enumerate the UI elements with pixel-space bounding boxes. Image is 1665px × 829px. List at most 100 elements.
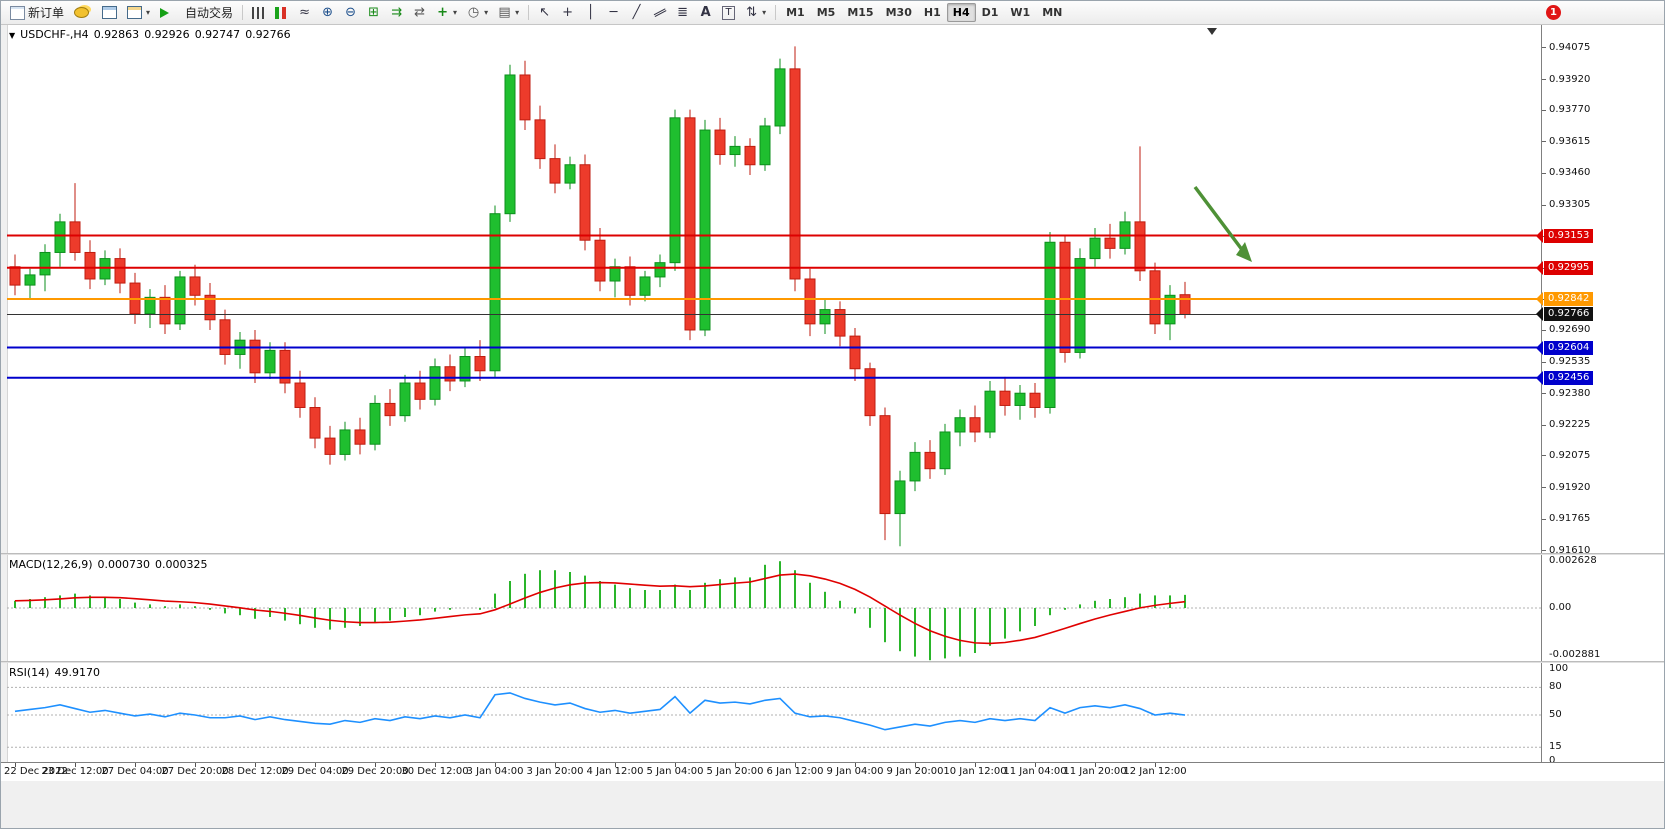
candle-body bbox=[864, 368, 876, 417]
ohlc-low: 0.92747 bbox=[194, 28, 241, 41]
crosshair-icon: + bbox=[562, 4, 574, 20]
candlestick-series bbox=[9, 46, 1191, 547]
bar-chart-button[interactable] bbox=[247, 2, 270, 24]
candle-body bbox=[519, 74, 531, 121]
time-tick-mark bbox=[315, 763, 316, 767]
timeframe-mn-button[interactable]: MN bbox=[1042, 6, 1063, 19]
price-tick-mark bbox=[1542, 204, 1546, 206]
dropdown-caret-icon: ▾ bbox=[484, 8, 489, 17]
horizontal-level-lines bbox=[7, 234, 1541, 379]
arrows-button[interactable]: ⇅ ▾ bbox=[740, 2, 771, 24]
scroll-end-marker-icon[interactable] bbox=[1207, 28, 1217, 35]
fibonacci-button[interactable]: ≣ bbox=[671, 2, 694, 24]
periods-button[interactable]: ◷ ▾ bbox=[462, 2, 493, 24]
vertical-line-button[interactable]: │ bbox=[579, 2, 602, 24]
price-tick-label: 0.91610 bbox=[1549, 544, 1591, 556]
price-tick-mark bbox=[1542, 487, 1546, 489]
auto-trading-button[interactable]: 自动交易 bbox=[155, 2, 238, 24]
collapse-triangle-icon[interactable]: ▼ bbox=[9, 31, 16, 40]
templates-button[interactable]: ▤ ▾ bbox=[493, 2, 524, 24]
grid-icon: ⊞ bbox=[368, 4, 379, 20]
indicators-button[interactable]: + ▾ bbox=[431, 2, 462, 24]
price-tick-label: 0.93920 bbox=[1549, 73, 1591, 85]
candle-body bbox=[279, 349, 291, 384]
candle-body bbox=[939, 431, 951, 470]
toolbar-separator bbox=[242, 5, 244, 20]
candle-body bbox=[474, 356, 486, 372]
macd-axis-label: 0.00 bbox=[1549, 602, 1572, 613]
pane-separator-rsi[interactable] bbox=[1, 661, 1664, 663]
doc-icon bbox=[10, 5, 25, 20]
candle-body bbox=[294, 382, 306, 408]
rsi-pane-canvas[interactable] bbox=[1, 663, 1665, 762]
market-watch-button[interactable] bbox=[97, 2, 122, 24]
status-strip bbox=[1, 780, 1664, 828]
deposit-button[interactable] bbox=[69, 2, 97, 24]
candle-body bbox=[1179, 294, 1191, 315]
candle-body bbox=[834, 309, 846, 337]
cursor-button[interactable]: ↖ bbox=[533, 2, 556, 24]
channel-button[interactable]: ∥ bbox=[648, 2, 671, 24]
price-axis[interactable]: 0.94075 0.93920 0.93770 0.93615 0.93460 0.933… bbox=[1536, 25, 1664, 780]
trendline-button[interactable]: ╱ bbox=[625, 2, 648, 24]
channel-icon: ∥ bbox=[651, 5, 669, 19]
text-button[interactable]: A bbox=[694, 2, 717, 24]
price-tick-label: 0.91765 bbox=[1549, 513, 1591, 525]
timeframe-m15-button[interactable]: M15 bbox=[847, 6, 874, 19]
notification-badge[interactable]: 1 bbox=[1546, 5, 1561, 20]
tile-windows-button[interactable]: ⊞ bbox=[362, 2, 385, 24]
candles-icon bbox=[275, 6, 289, 19]
main-chart-canvas[interactable] bbox=[1, 25, 1665, 553]
candle-body bbox=[624, 266, 636, 296]
main-chart-header: ▼ USDCHF-,H4 0.92863 0.92926 0.92747 0.92766 bbox=[9, 28, 296, 41]
candle-body bbox=[1044, 241, 1056, 408]
auto-scroll-button[interactable]: ⇉ bbox=[385, 2, 408, 24]
crosshair-button[interactable]: + bbox=[556, 2, 579, 24]
label-button[interactable]: T bbox=[717, 2, 740, 24]
price-tick-label: 0.94075 bbox=[1549, 41, 1591, 53]
toolbar-separator bbox=[775, 5, 777, 20]
zoom-in-button[interactable]: ⊕ bbox=[316, 2, 339, 24]
candle-body bbox=[549, 158, 561, 184]
time-tick-mark bbox=[15, 763, 16, 767]
timeframe-h1-button[interactable]: H1 bbox=[923, 6, 941, 19]
price-tick-mark bbox=[1542, 47, 1546, 49]
candle-body bbox=[39, 251, 51, 276]
text-icon: A bbox=[700, 4, 711, 20]
candle-body bbox=[144, 296, 156, 315]
chart-title: USDCHF-,H4 bbox=[20, 28, 89, 41]
macd-pane-canvas[interactable] bbox=[1, 555, 1665, 661]
time-label: 5 Jan 04:00 bbox=[646, 766, 704, 777]
new-chart-button[interactable]: ▾ bbox=[122, 2, 155, 24]
timeframe-m30-button[interactable]: M30 bbox=[885, 6, 912, 19]
timeframe-m1-button[interactable]: M1 bbox=[786, 6, 805, 19]
pane-separator-macd[interactable] bbox=[1, 553, 1664, 555]
new-order-button[interactable]: 新订单 bbox=[5, 2, 69, 24]
time-tick-mark bbox=[1155, 763, 1156, 767]
time-label: 27 Dec 20:00 bbox=[161, 766, 229, 777]
candlestick-chart-button[interactable] bbox=[270, 2, 293, 24]
price-tick-mark bbox=[1542, 518, 1546, 520]
arrow-annotation[interactable] bbox=[1193, 185, 1252, 262]
time-axis[interactable]: 22 Dec 2022 23 Dec 12:00 27 Dec 04:00 27 De… bbox=[1, 762, 1664, 781]
timeframe-m5-button[interactable]: M5 bbox=[816, 6, 836, 19]
candle-body bbox=[744, 145, 756, 166]
candle-body bbox=[189, 276, 201, 296]
candle-body bbox=[1134, 221, 1146, 272]
candle-body bbox=[774, 68, 786, 127]
price-tick-mark bbox=[1542, 329, 1546, 331]
timeframe-h4-button[interactable]: H4 bbox=[946, 3, 976, 22]
time-label: 27 Dec 04:00 bbox=[101, 766, 169, 777]
horizontal-line-button[interactable]: ─ bbox=[602, 2, 625, 24]
candle-body bbox=[429, 366, 441, 400]
timeframe-d1-button[interactable]: D1 bbox=[981, 6, 999, 19]
timeframe-w1-button[interactable]: W1 bbox=[1010, 6, 1031, 19]
candle-body bbox=[654, 262, 666, 278]
line-chart-button[interactable]: ≈ bbox=[293, 2, 316, 24]
zoom-out-button[interactable]: ⊖ bbox=[339, 2, 362, 24]
chart-shift-button[interactable]: ⇄ bbox=[408, 2, 431, 24]
time-label: 10 Jan 12:00 bbox=[943, 766, 1007, 777]
candle-body bbox=[999, 390, 1011, 406]
price-tick-label: 0.92075 bbox=[1549, 449, 1591, 461]
time-tick-mark bbox=[135, 763, 136, 767]
